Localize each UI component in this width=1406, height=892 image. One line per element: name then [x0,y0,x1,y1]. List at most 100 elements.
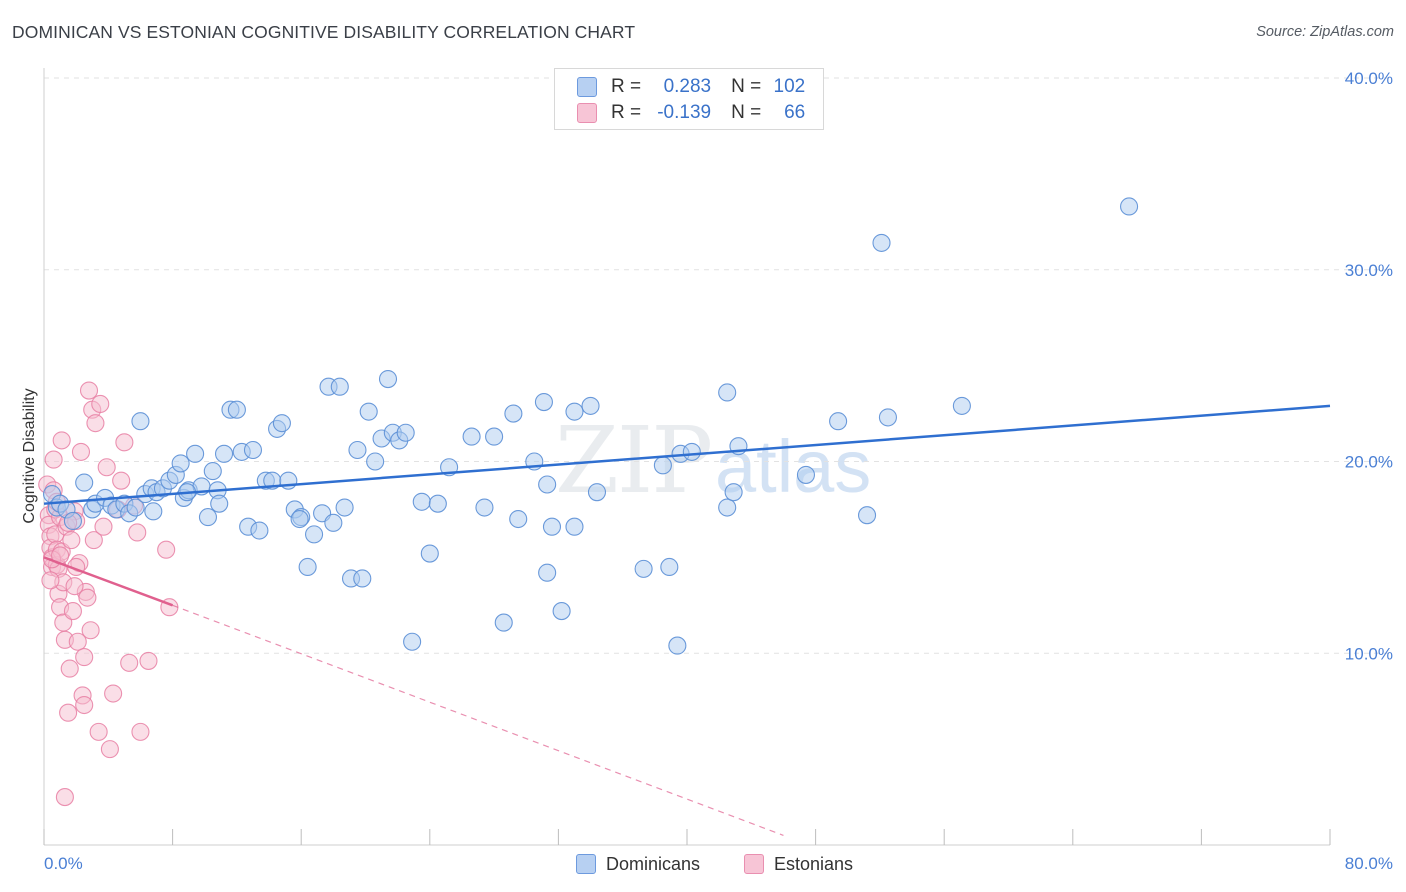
y-tick-label: 30.0% [1345,261,1393,280]
dominican-point [366,452,385,471]
estonian-point [100,740,119,759]
dominican-point [75,473,94,492]
dominican-point [796,465,816,484]
estonian-point [112,471,131,490]
dominican-point [682,442,701,461]
estonian-trend-extension [172,604,784,836]
dominican-point [203,462,222,481]
dominican-point [475,498,494,517]
estonian-point [63,602,82,621]
y-tick-label: 40.0% [1345,69,1393,88]
dominican-point [330,377,349,396]
dominican-point [324,513,343,532]
dominican-point [565,517,584,536]
estonian-point [75,695,94,715]
dominican-point [186,444,205,463]
legend-n-value: 66 [784,102,806,123]
dominican-point [494,613,513,632]
estonians-points [38,381,179,807]
estonian-point [41,571,60,590]
dominican-point [378,369,398,389]
dominican-point [552,602,571,621]
dominican-point [668,636,687,655]
estonian-point [71,442,91,461]
axes [43,68,1331,846]
dominican-point [210,494,229,513]
estonian-point [68,632,87,651]
dominican-point [305,525,324,544]
estonian-point [128,523,147,542]
dominican-point [724,483,743,502]
dominican-point [542,517,562,536]
dominican-point [144,502,163,521]
legend: R = 0.283 N = 102 R = -0.139 N = 66 [554,68,824,130]
estonian-point [115,433,134,452]
estonian-point [157,540,176,559]
legend-n-label: N = [731,76,762,97]
dominican-point [171,454,190,473]
estonian-point [78,588,97,607]
estonian-point [44,450,63,469]
dominican-point [509,509,528,529]
estonian-point [86,414,105,433]
dominican-point [653,456,672,475]
dominican-point [565,402,584,421]
legend-n-value: 102 [773,76,806,97]
blue-swatch [577,77,597,97]
pink-swatch [577,103,597,123]
dominican-point [298,557,317,577]
dominican-point [829,412,848,431]
dominican-point [214,444,234,463]
source-label: Source: ZipAtlas.com [1256,24,1394,40]
y-tick-label: 20.0% [1345,453,1393,472]
bottom-legend-label: Estonians [774,853,854,874]
dominican-point [420,544,439,563]
grid [44,77,1392,654]
dominican-point [718,498,737,517]
dominican-point [126,498,145,517]
estonian-point [59,703,78,722]
dominican-point [538,475,557,494]
estonian-point [104,684,123,703]
dominican-trend-line [43,404,1331,505]
dominican-point [272,414,291,433]
dominican-point [660,557,679,577]
legend-r-label: R = [611,76,642,97]
dominican-point [634,559,653,578]
dominican-point [250,521,269,540]
estonian-point [65,577,84,596]
dominican-point [403,632,422,651]
estonian-point [131,722,150,741]
estonian-point [89,722,108,741]
legend-r-value: -0.139 [657,102,712,123]
dominican-point [353,569,372,588]
axis-labels: 10.0% 20.0% 30.0% 40.0% 0.0% 80.0% Cognitive D… [21,69,1393,873]
estonian-point [79,381,99,400]
dominican-point [359,402,378,421]
x-tick-label: 80.0% [1345,854,1393,873]
estonian-point [139,651,158,670]
estonian-point [75,648,94,667]
dominican-point [348,440,367,460]
estonian-point [55,788,74,807]
dominican-point [63,511,82,530]
dominicans-points [42,197,1139,655]
legend-row-estonians: R = -0.139 N = 66 [577,100,805,126]
estonian-point [81,621,100,640]
dominican-point [396,423,415,442]
bottom-legend-dominicans: Dominicans [576,852,700,876]
svg-text:ZIP: ZIP [555,407,711,514]
chart-title: DOMINICAN VS ESTONIAN COGNITIVE DISABILI… [12,22,636,42]
dominican-point [485,427,504,446]
estonian-point [120,653,139,672]
dominican-point [1120,197,1139,216]
dominican-point [587,483,607,502]
dominican-point [198,508,218,527]
trend-lines [43,404,1331,836]
pink-swatch [744,854,764,874]
dominican-point [243,440,263,460]
estonian-point [52,431,71,450]
estonian-trend-line [43,556,174,607]
x-tick-label: 0.0% [44,854,83,873]
